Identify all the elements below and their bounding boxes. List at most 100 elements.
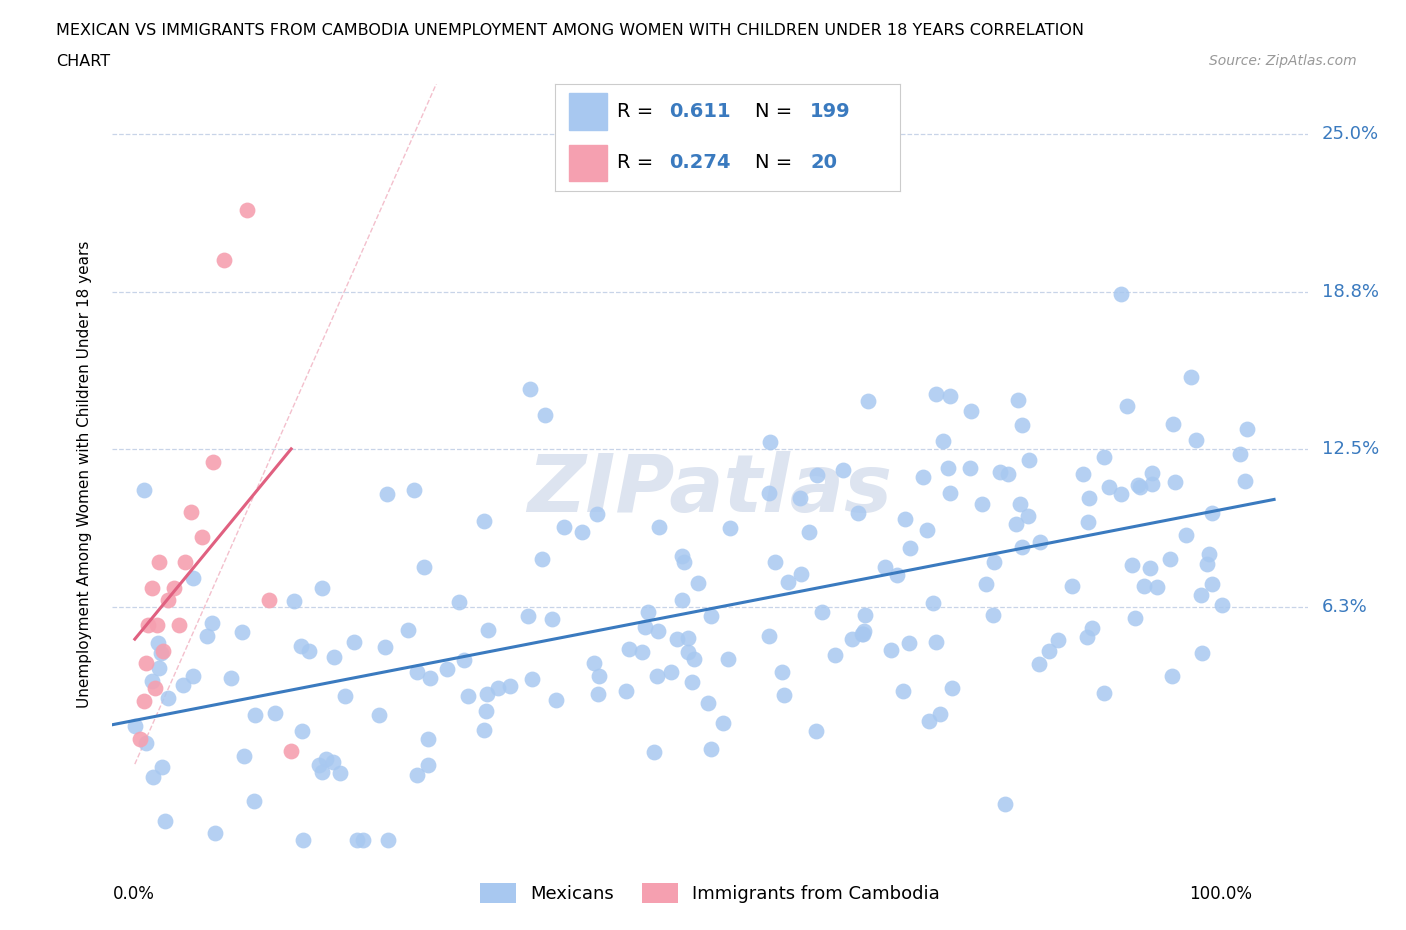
Point (1164, 475, 1187, 490)
Point (790, 566, 813, 581)
Point (804, 724, 827, 738)
Point (852, 627, 875, 642)
Point (477, 622, 499, 637)
Point (643, 745, 665, 760)
Point (617, 641, 640, 656)
Point (1017, 509, 1039, 524)
Point (291, 832, 314, 847)
Point (939, 389, 962, 404)
Text: 100.0%: 100.0% (1188, 885, 1251, 903)
Point (686, 576, 709, 591)
Point (477, 686, 499, 701)
Point (846, 506, 869, 521)
Point (141, 674, 163, 689)
Point (374, 640, 396, 655)
Point (315, 752, 337, 767)
Point (488, 681, 510, 696)
Point (671, 592, 693, 607)
Point (1078, 490, 1101, 505)
Point (534, 407, 557, 422)
Point (148, 555, 170, 570)
Point (235, 202, 257, 217)
Point (586, 507, 609, 522)
Point (700, 741, 723, 756)
Point (134, 483, 156, 498)
Point (681, 674, 703, 689)
Point (129, 732, 152, 747)
Point (342, 635, 364, 650)
Point (778, 575, 800, 590)
Text: Source: ZipAtlas.com: Source: ZipAtlas.com (1209, 54, 1357, 68)
Point (697, 696, 720, 711)
Point (311, 764, 333, 779)
Point (1028, 534, 1050, 549)
Point (856, 393, 879, 408)
Point (242, 793, 264, 808)
Point (773, 688, 796, 703)
Point (150, 645, 173, 660)
Point (806, 468, 828, 483)
Point (141, 580, 163, 595)
Point (1126, 478, 1149, 493)
Point (1129, 480, 1152, 495)
Point (970, 497, 993, 512)
Point (447, 595, 470, 610)
Point (918, 714, 941, 729)
Point (143, 681, 166, 696)
Point (405, 768, 427, 783)
Point (853, 623, 876, 638)
Point (346, 832, 368, 847)
Point (875, 560, 897, 575)
Point (700, 609, 723, 624)
Point (770, 664, 793, 679)
Point (1005, 516, 1028, 531)
Text: N =: N = (755, 153, 799, 172)
Point (416, 758, 439, 773)
Point (648, 520, 671, 535)
Point (436, 661, 458, 676)
Point (157, 592, 180, 607)
Point (1198, 546, 1220, 561)
Text: 199: 199 (810, 102, 851, 121)
Point (311, 580, 333, 595)
Point (634, 619, 657, 634)
Point (1201, 577, 1223, 591)
Point (419, 671, 441, 685)
Point (1098, 480, 1121, 495)
Point (988, 464, 1011, 479)
Point (673, 554, 696, 569)
Text: 0.611: 0.611 (669, 102, 731, 121)
Point (231, 624, 253, 639)
Text: 20: 20 (810, 153, 838, 172)
Point (377, 832, 399, 847)
Point (1236, 421, 1258, 436)
Point (571, 525, 593, 539)
Point (181, 570, 204, 585)
Point (308, 757, 330, 772)
Point (1080, 620, 1102, 635)
Point (588, 669, 610, 684)
Point (647, 624, 669, 639)
Point (824, 647, 846, 662)
Point (1046, 632, 1069, 647)
Point (1184, 432, 1206, 447)
Point (1140, 476, 1163, 491)
Point (1180, 369, 1202, 384)
Point (586, 686, 609, 701)
Point (939, 485, 962, 500)
Text: 6.3%: 6.3% (1322, 598, 1368, 616)
Point (1076, 630, 1098, 644)
Point (212, 253, 235, 268)
Point (204, 826, 226, 841)
Bar (569, 145, 607, 181)
Point (789, 491, 811, 506)
Point (718, 521, 741, 536)
Point (682, 652, 704, 667)
Point (932, 433, 955, 448)
Point (960, 404, 983, 418)
Point (1121, 557, 1143, 572)
Point (516, 608, 538, 623)
Point (661, 665, 683, 680)
Point (416, 732, 439, 747)
Point (1109, 486, 1132, 501)
